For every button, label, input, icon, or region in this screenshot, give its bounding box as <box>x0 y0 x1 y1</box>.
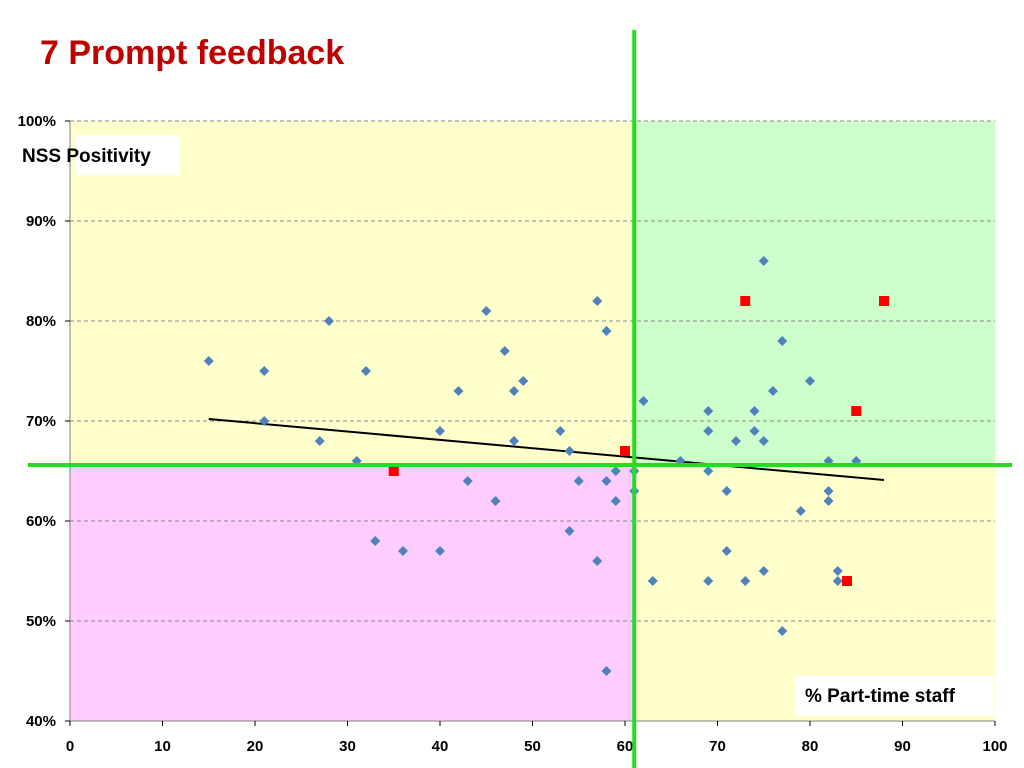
quadrant-top-right <box>634 121 995 465</box>
trendline-layer <box>208 418 885 481</box>
data-point-diamond <box>398 546 408 556</box>
x-axis-ticks: 0 10 20 30 40 50 60 70 80 90 100 <box>66 721 1008 755</box>
data-point-diamond <box>324 316 334 326</box>
data-point-diamond <box>610 466 621 476</box>
data-point-diamond <box>777 626 788 636</box>
x-tick-label: 0 <box>66 738 74 755</box>
x-tick-label: 10 <box>154 738 171 755</box>
data-point-diamond <box>601 326 612 336</box>
data-point-diamond <box>509 386 519 396</box>
data-point-diamond <box>203 356 214 366</box>
data-point-diamond <box>731 436 741 446</box>
data-point-diamond <box>259 416 270 426</box>
trendline <box>208 418 885 481</box>
data-point-diamond <box>499 346 510 356</box>
data-point-diamond <box>721 486 732 496</box>
y-tick-label: 70% <box>26 413 56 430</box>
data-point-diamond <box>703 406 714 416</box>
data-point-diamond <box>490 496 501 506</box>
data-point-diamond <box>749 426 760 436</box>
x-tick-label: 60 <box>617 738 634 755</box>
x-tick-label: 80 <box>802 738 819 755</box>
data-point-square <box>842 576 852 586</box>
data-point-diamond <box>610 496 621 506</box>
x-tick-label: 40 <box>432 738 449 755</box>
x-tick-label: 90 <box>894 738 911 755</box>
data-point-diamond <box>758 436 769 446</box>
data-point-diamond <box>832 576 843 586</box>
y-tick-label: 60% <box>26 513 56 530</box>
data-point-diamond <box>749 406 760 416</box>
y-axis-ticks: 40% 50% 60% 70% 80% 90% 100% <box>18 113 70 730</box>
data-point-square <box>851 406 862 416</box>
data-points <box>203 256 889 676</box>
data-point-diamond <box>758 566 769 576</box>
data-point-diamond <box>758 256 769 266</box>
data-point-diamond <box>592 556 603 566</box>
data-point-diamond <box>518 376 529 386</box>
y-tick-label: 100% <box>18 113 56 130</box>
data-point-diamond <box>370 536 381 546</box>
data-point-diamond <box>601 666 612 676</box>
data-point-diamond <box>601 476 612 486</box>
data-point-diamond <box>703 426 714 436</box>
data-point-diamond <box>703 466 714 476</box>
y-tick-label: 90% <box>26 213 56 230</box>
data-point-diamond <box>638 396 649 406</box>
gridlines <box>70 120 995 622</box>
quadrant-bottom-left <box>70 465 635 721</box>
x-tick-label: 100 <box>982 738 1007 755</box>
y-tick-label: 40% <box>26 713 56 730</box>
slide-title: 7 Prompt feedback <box>40 34 345 72</box>
x-tick-label: 70 <box>709 738 726 755</box>
data-point-diamond <box>481 306 492 316</box>
data-point-diamond <box>795 506 806 516</box>
data-point-diamond <box>647 576 658 586</box>
data-point-square <box>620 446 630 456</box>
data-point-diamond <box>832 566 843 576</box>
quadrant-top-left <box>70 121 635 465</box>
data-point-diamond <box>777 336 788 346</box>
data-point-diamond <box>435 426 445 436</box>
data-point-square <box>879 296 889 306</box>
data-point-diamond <box>361 366 371 376</box>
data-point-diamond <box>564 446 575 456</box>
data-point-diamond <box>259 366 270 376</box>
data-point-diamond <box>721 546 732 556</box>
data-point-diamond <box>703 576 714 586</box>
data-point-diamond <box>740 576 751 586</box>
data-point-diamond <box>768 386 778 396</box>
x-axis-label-box: % Part-time staff <box>795 676 993 716</box>
y-axis-label-box: NSS Positivity <box>22 135 180 175</box>
data-point-diamond <box>573 476 584 486</box>
x-tick-label: 50 <box>524 738 541 755</box>
data-point-diamond <box>453 386 464 396</box>
x-tick-label: 30 <box>339 738 356 755</box>
data-point-square <box>740 296 751 306</box>
data-point-diamond <box>314 436 325 446</box>
y-axis-label: NSS Positivity <box>22 146 151 167</box>
data-point-diamond <box>823 496 834 506</box>
data-point-diamond <box>462 476 473 486</box>
y-tick-label: 50% <box>26 613 56 630</box>
data-point-square <box>388 466 399 476</box>
quadrant-dividers <box>28 30 1012 768</box>
data-point-diamond <box>435 546 445 556</box>
data-point-diamond <box>805 376 815 386</box>
data-point-diamond <box>592 296 603 306</box>
data-point-diamond <box>509 436 519 446</box>
data-point-diamond <box>564 526 575 536</box>
x-axis-label: % Part-time staff <box>805 686 956 707</box>
data-point-diamond <box>555 426 566 436</box>
x-tick-label: 20 <box>247 738 264 755</box>
data-point-diamond <box>823 486 834 496</box>
y-tick-label: 80% <box>26 313 56 330</box>
